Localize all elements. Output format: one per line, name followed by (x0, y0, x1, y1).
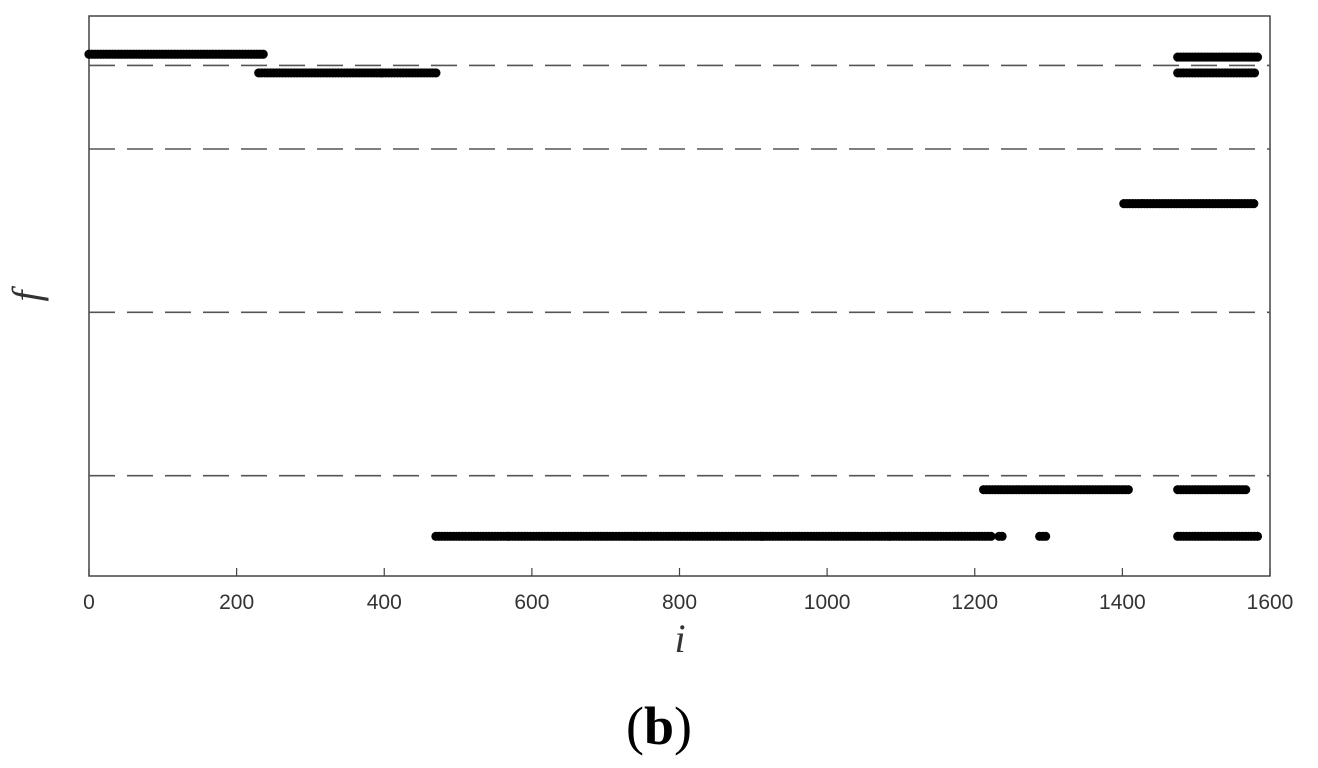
plot-area (88, 15, 1271, 577)
data-point (258, 49, 268, 59)
x-tick-label: 800 (662, 591, 697, 614)
data-point (431, 68, 441, 78)
x-tick-label: 1400 (1099, 591, 1146, 614)
data-point (1249, 199, 1259, 209)
data-point (1252, 52, 1263, 62)
data-point (997, 531, 1007, 541)
panel-label-letter: b (644, 696, 674, 756)
x-tick-label: 1000 (804, 591, 851, 614)
x-axis-ticks: 0 200 400 600 800 1000 1200 1400 1600 (83, 568, 1293, 614)
data-point (1241, 485, 1251, 495)
data-point (1249, 68, 1260, 78)
y-axis-label: f (4, 286, 49, 302)
x-tick-label: 200 (219, 591, 254, 614)
panel-label: (b) (626, 696, 692, 756)
x-tick-label: 1200 (951, 591, 998, 614)
data-points (84, 49, 1263, 541)
x-tick-label: 600 (514, 591, 549, 614)
x-axis-label: i (674, 616, 685, 661)
panel-label-close: ) (674, 696, 692, 756)
x-tick-label: 1600 (1247, 591, 1294, 614)
threshold-lines (89, 64, 1270, 477)
data-point (1041, 531, 1051, 541)
data-point (1123, 485, 1133, 495)
x-tick-label: 400 (367, 591, 402, 614)
data-point (986, 531, 996, 541)
x-tick-label: 0 (83, 591, 95, 614)
data-point (1252, 531, 1263, 541)
panel-label-open: ( (626, 696, 644, 756)
